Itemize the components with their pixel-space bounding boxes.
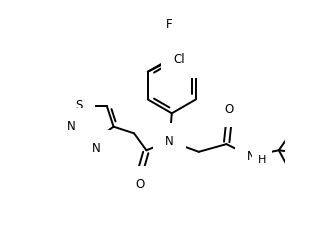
Text: N: N (92, 142, 100, 155)
Text: O: O (135, 178, 145, 191)
Text: N: N (165, 134, 174, 148)
Text: S: S (75, 99, 83, 112)
Text: N: N (247, 150, 255, 163)
Text: O: O (224, 103, 233, 116)
Text: Cl: Cl (173, 53, 185, 66)
Text: F: F (165, 18, 172, 31)
Text: N: N (67, 120, 76, 133)
Text: H: H (258, 154, 266, 164)
